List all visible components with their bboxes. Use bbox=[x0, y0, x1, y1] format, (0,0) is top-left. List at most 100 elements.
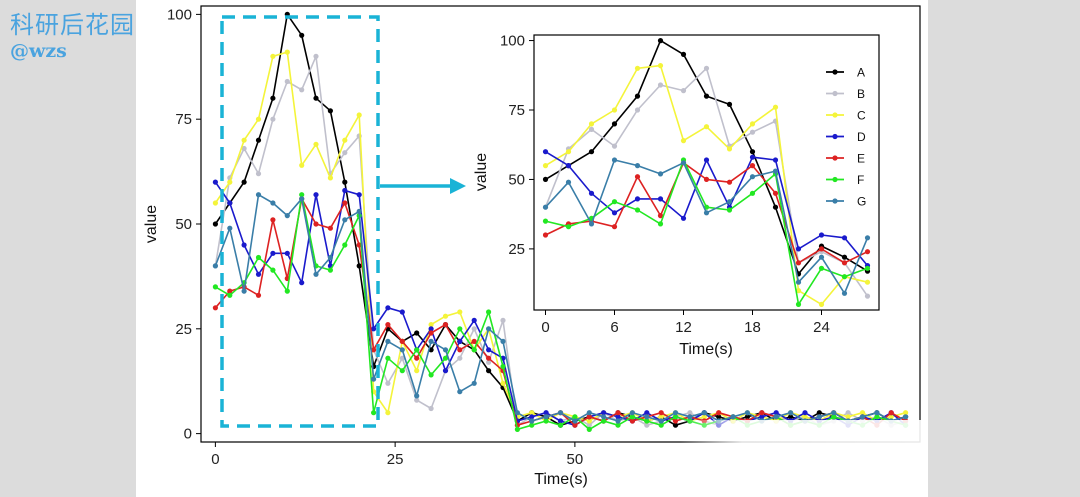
inset-point-A-3 bbox=[611, 121, 618, 127]
inset-point-C-7 bbox=[703, 124, 710, 130]
main-point-G-22 bbox=[529, 418, 535, 424]
inset-point-C-9 bbox=[749, 121, 756, 127]
main-point-B-18 bbox=[471, 326, 477, 332]
main-point-G-33 bbox=[687, 414, 693, 420]
inset-y-axis-title: value bbox=[473, 153, 490, 191]
main-point-C-6 bbox=[299, 162, 305, 168]
main-point-G-11 bbox=[371, 376, 377, 382]
main-point-C-44 bbox=[845, 414, 851, 420]
inset-point-A-13 bbox=[841, 254, 848, 260]
main-point-C-47 bbox=[888, 414, 894, 420]
inset-point-C-2 bbox=[588, 121, 595, 127]
main-point-F-17 bbox=[457, 326, 463, 332]
main-point-A-6 bbox=[299, 32, 305, 38]
inset-point-B-14 bbox=[864, 293, 871, 299]
main-point-F-30 bbox=[644, 418, 650, 424]
main-x-axis-title: Time(s) bbox=[534, 471, 588, 488]
main-point-G-43 bbox=[831, 410, 837, 416]
main-point-G-10 bbox=[356, 208, 362, 214]
main-point-F-13 bbox=[399, 368, 405, 374]
main-point-G-32 bbox=[672, 410, 679, 416]
inset-point-E-7 bbox=[703, 176, 710, 182]
main-point-F-27 bbox=[601, 418, 607, 424]
main-point-A-19 bbox=[486, 368, 492, 374]
main-point-G-28 bbox=[615, 418, 621, 424]
main-point-A-4 bbox=[270, 95, 276, 101]
main-point-E-15 bbox=[428, 330, 434, 336]
inset-point-C-5 bbox=[657, 63, 664, 69]
inset-point-F-13 bbox=[841, 274, 848, 280]
main-point-E-31 bbox=[658, 410, 664, 416]
inset-point-G-9 bbox=[749, 174, 756, 180]
main-point-D-39 bbox=[773, 410, 779, 416]
inset-point-D-12 bbox=[818, 232, 825, 238]
main-point-E-17 bbox=[457, 347, 463, 353]
main-point-D-6 bbox=[299, 280, 305, 286]
main-point-A-35 bbox=[716, 414, 722, 420]
legend-key-point-A bbox=[832, 69, 838, 75]
inset-point-A-8 bbox=[726, 101, 733, 107]
inset-point-D-3 bbox=[611, 210, 618, 216]
main-point-B-15 bbox=[428, 405, 434, 412]
main-point-B-9 bbox=[342, 150, 348, 156]
main-point-D-16 bbox=[442, 368, 449, 374]
inset-point-G-11 bbox=[795, 279, 802, 285]
main-point-C-1 bbox=[227, 179, 233, 185]
inset-point-F-3 bbox=[611, 199, 618, 205]
main-point-B-26 bbox=[586, 422, 592, 428]
main-series-group bbox=[212, 11, 909, 432]
arrow-icon bbox=[380, 178, 466, 194]
inset-point-F-11 bbox=[795, 301, 802, 307]
inset-x-tick-label: 24 bbox=[813, 319, 830, 336]
main-point-C-22 bbox=[529, 410, 535, 416]
main-point-A-37 bbox=[744, 414, 751, 420]
inset-point-G-13 bbox=[841, 290, 848, 296]
inset-point-B-6 bbox=[680, 88, 687, 94]
main-point-C-15 bbox=[428, 322, 434, 328]
legend-key-point-C bbox=[832, 112, 838, 118]
inset-x-tick-label: 12 bbox=[675, 319, 692, 336]
legend-label-B: B bbox=[857, 87, 865, 101]
main-point-G-45 bbox=[859, 414, 866, 420]
main-point-G-40 bbox=[788, 410, 794, 416]
main-point-B-2 bbox=[241, 145, 247, 152]
main-point-G-13 bbox=[399, 347, 405, 353]
inset-point-D-10 bbox=[772, 157, 779, 163]
inset-point-C-4 bbox=[634, 65, 641, 71]
inset-point-E-4 bbox=[634, 174, 641, 180]
main-point-E-14 bbox=[414, 355, 420, 361]
inset-y-tick-label: 75 bbox=[508, 102, 525, 119]
main-point-F-1 bbox=[227, 292, 233, 298]
legend-label-G: G bbox=[857, 195, 866, 209]
main-point-E-9 bbox=[342, 200, 348, 206]
main-point-E-26 bbox=[586, 414, 592, 420]
main-point-E-12 bbox=[385, 322, 391, 328]
inset-point-F-12 bbox=[818, 265, 825, 271]
inset-point-B-3 bbox=[611, 143, 618, 149]
main-point-C-26 bbox=[586, 418, 592, 424]
main-point-G-42 bbox=[816, 414, 822, 420]
main-point-F-20 bbox=[500, 363, 506, 370]
main-point-A-2 bbox=[241, 179, 247, 185]
main-point-G-19 bbox=[486, 326, 492, 332]
main-point-C-3 bbox=[255, 116, 262, 122]
inset-point-B-5 bbox=[657, 82, 664, 88]
inset-point-D-6 bbox=[680, 215, 687, 221]
main-point-C-10 bbox=[356, 112, 362, 118]
main-point-F-29 bbox=[629, 414, 636, 420]
main-point-B-3 bbox=[255, 171, 262, 177]
main-point-E-13 bbox=[399, 338, 405, 344]
inset-point-G-3 bbox=[611, 157, 618, 163]
inset-point-D-5 bbox=[657, 196, 664, 202]
main-point-E-25 bbox=[572, 422, 578, 428]
main-point-G-14 bbox=[414, 393, 420, 399]
main-point-F-19 bbox=[486, 309, 492, 315]
main-point-D-7 bbox=[313, 192, 319, 198]
inset-point-A-10 bbox=[772, 204, 779, 210]
main-point-C-34 bbox=[701, 414, 707, 420]
inset-point-C-6 bbox=[680, 138, 687, 144]
inset-point-C-11 bbox=[795, 288, 802, 294]
main-point-G-39 bbox=[773, 414, 779, 420]
main-point-F-15 bbox=[428, 372, 434, 378]
inset-point-E-13 bbox=[841, 260, 848, 266]
